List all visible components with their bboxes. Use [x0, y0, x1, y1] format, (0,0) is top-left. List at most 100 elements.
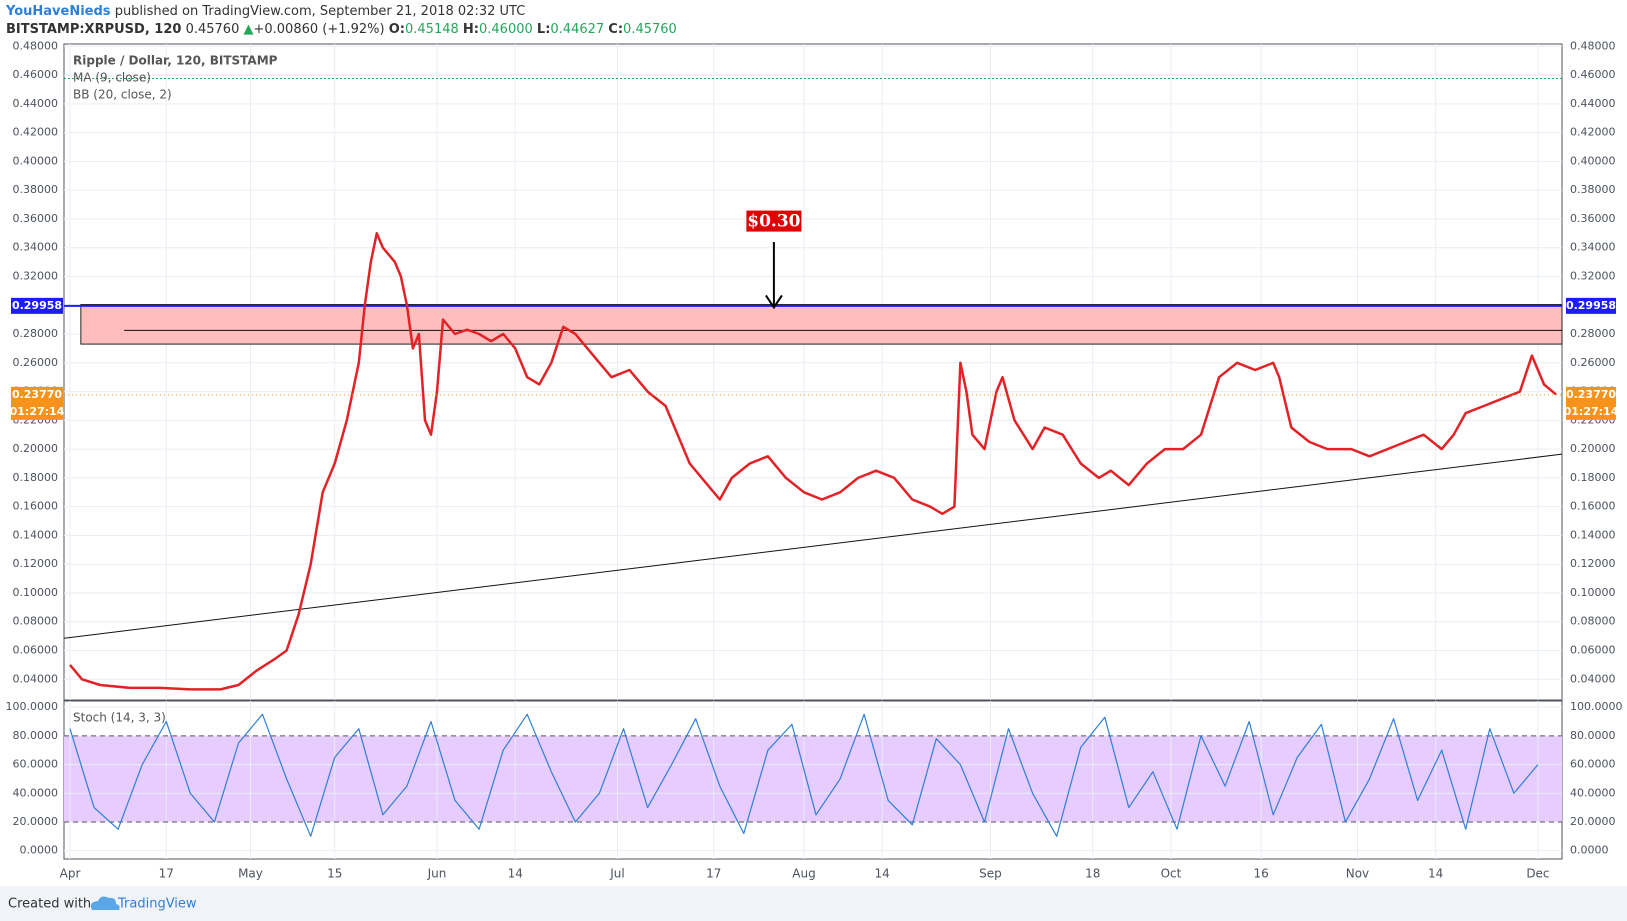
series-line [69, 713, 1539, 837]
y-tick-label-right: 0.40000 [1570, 154, 1616, 167]
y-tick-label: 60.0000 [13, 758, 59, 771]
x-tick-label: 17 [706, 867, 721, 881]
y-tick-label-right: 60.0000 [1570, 758, 1616, 771]
x-tick-label: 18 [1085, 867, 1100, 881]
legend-stoch: Stoch (14, 3, 3) [73, 711, 166, 725]
stoch-band [64, 735, 1562, 822]
h-label: H: [463, 22, 479, 37]
x-tick-label: 16 [1254, 867, 1269, 881]
y-tick-label-right: 0.32000 [1570, 269, 1616, 282]
annotation-text: $0.30 [747, 212, 800, 232]
y-tick-label-right: 20.0000 [1570, 815, 1616, 828]
x-tick-label: Jun [427, 867, 447, 881]
y-tick-label: 0.40000 [13, 154, 59, 167]
x-tick-label: Apr [60, 867, 81, 881]
published: published on TradingView.com, September … [115, 4, 526, 19]
y-tick-label: 0.38000 [13, 183, 59, 196]
x-tick-label: May [238, 867, 263, 881]
y-tick-label-right: 0.26000 [1570, 356, 1616, 369]
y-tick-label: 0.34000 [13, 241, 59, 254]
y-tick-label: 0.10000 [13, 586, 59, 599]
y-tick-label-right: 0.0000 [1570, 844, 1609, 857]
level-box [11, 297, 63, 314]
footer-brand[interactable]: TradingView [117, 897, 197, 912]
y-tick-label: 0.06000 [13, 644, 59, 657]
x-tick-label: Sep [979, 867, 1002, 881]
y-tick-label-right: 0.20000 [1570, 442, 1616, 455]
y-tick-label: 0.26000 [13, 356, 59, 369]
x-tick-label: Nov [1346, 867, 1369, 881]
price-box [11, 386, 63, 420]
y-tick-label-right: 40.0000 [1570, 786, 1616, 799]
y-tick-label-right: 0.36000 [1570, 212, 1616, 225]
series-line [69, 232, 1557, 691]
trendline [63, 453, 1563, 639]
legend-ma: MA (9, close) [73, 71, 151, 85]
x-tick-label: Jul [609, 867, 624, 881]
y-tick-label-right: 0.06000 [1570, 644, 1616, 657]
y-tick-label-right: 0.08000 [1570, 615, 1616, 628]
price-label: 0.23770 [12, 388, 62, 401]
y-tick-label: 0.42000 [13, 126, 59, 139]
y-tick-label-right: 80.0000 [1570, 729, 1616, 742]
y-tick-label: 40.0000 [13, 786, 59, 799]
y-tick-label: 0.44000 [13, 97, 59, 110]
x-tick-label: 15 [327, 867, 342, 881]
y-tick-label-right: 0.48000 [1570, 39, 1616, 52]
y-tick-label: 0.16000 [13, 500, 59, 513]
y-tick-label: 20.0000 [13, 815, 59, 828]
x-tick-label: 14 [508, 867, 523, 881]
y-tick-label-right: 0.42000 [1570, 126, 1616, 139]
x-tick-label: 14 [875, 867, 890, 881]
y-tick-label-right: 0.34000 [1570, 241, 1616, 254]
y-tick-label: 100.0000 [6, 700, 59, 713]
y-tick-label-right: 100.0000 [1570, 700, 1623, 713]
x-tick-label: Oct [1161, 867, 1182, 881]
author[interactable]: YouHaveNieds [5, 4, 111, 19]
y-tick-label-right: 0.14000 [1570, 528, 1616, 541]
y-tick-label-right: 0.44000 [1570, 97, 1616, 110]
footer-bar [0, 886, 1627, 921]
low: 0.44627 [550, 22, 604, 37]
c-label: C: [608, 22, 623, 37]
countdown: 01:27:14 [10, 405, 65, 418]
y-tick-label: 0.12000 [13, 557, 59, 570]
y-tick-label-right: 0.04000 [1570, 672, 1616, 685]
open: 0.45148 [405, 22, 459, 37]
quote: BITSTAMP:XRPUSD, 120 0.45760 ▲+0.00860 (… [6, 22, 677, 37]
y-tick-label-right: 0.46000 [1570, 68, 1616, 81]
y-tick-label-right: 0.38000 [1570, 183, 1616, 196]
logo [90, 896, 120, 910]
l-label: L: [537, 22, 550, 37]
level-box [1566, 297, 1616, 314]
y-tick-label: 0.20000 [13, 442, 59, 455]
last: 0.45760 [186, 22, 240, 37]
footer-created: Created with [8, 897, 91, 912]
pane-title: Ripple / Dollar, 120, BITSTAMP [73, 54, 278, 68]
header: YouHaveNieds published on TradingView.co… [5, 4, 525, 19]
y-tick-label-right: 0.10000 [1570, 586, 1616, 599]
level-label: 0.29958 [1566, 299, 1616, 312]
x-tick-label: Dec [1526, 867, 1549, 881]
high: 0.46000 [479, 22, 533, 37]
symbol: BITSTAMP:XRPUSD, 120 [6, 22, 181, 37]
y-tick-label: 0.36000 [13, 212, 59, 225]
x-tick-label: 14 [1428, 867, 1443, 881]
y-tick-label-right: 0.28000 [1570, 327, 1616, 340]
y-tick-label: 0.28000 [13, 327, 59, 340]
price-box [1566, 386, 1616, 420]
y-tick-label: 0.04000 [13, 672, 59, 685]
y-tick-label: 0.0000 [20, 844, 59, 857]
close: 0.45760 [623, 22, 677, 37]
countdown: 01:27:14 [1564, 405, 1619, 418]
change: +0.00860 (+1.92%) [253, 22, 384, 37]
level-label: 0.29958 [12, 299, 62, 312]
y-tick-label: 0.46000 [13, 68, 59, 81]
x-tick-label: Aug [792, 867, 815, 881]
y-tick-label-right: 0.12000 [1570, 557, 1616, 570]
legend-bb: BB (20, close, 2) [73, 88, 172, 102]
y-tick-label: 0.48000 [13, 39, 59, 52]
y-tick-label: 80.0000 [13, 729, 59, 742]
x-tick-label: 17 [159, 867, 174, 881]
